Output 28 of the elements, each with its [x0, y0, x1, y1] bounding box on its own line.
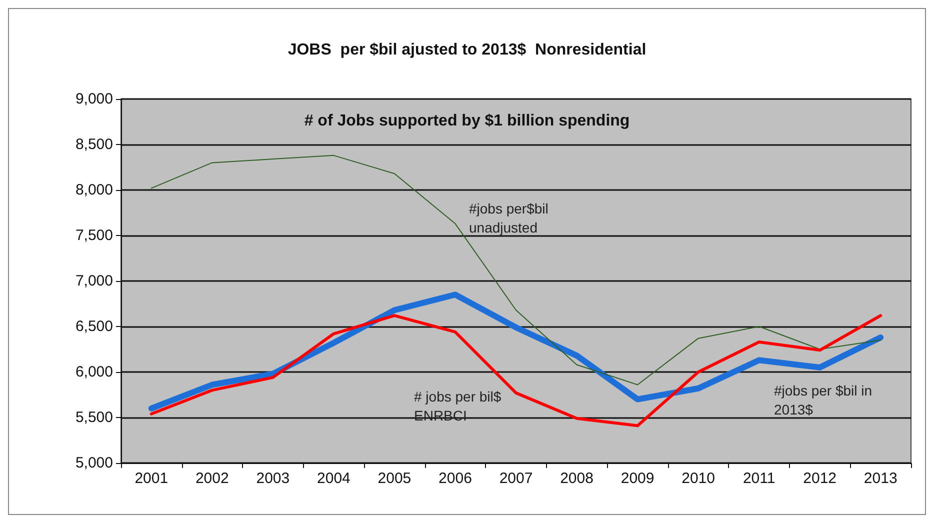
y-tick-label: 5,000 [75, 454, 113, 472]
x-tick-label: 2004 [317, 470, 350, 487]
series-label: #jobs per $bil in 2013$ [774, 382, 872, 418]
x-tick-label: 2001 [134, 470, 168, 487]
y-tick-label: 6,500 [75, 318, 113, 335]
x-tick-label: 2002 [195, 470, 229, 487]
y-tick-label: 8,500 [75, 136, 113, 153]
x-tick-label: 2010 [682, 470, 715, 487]
annotation: # of Jobs supported by $1 billion spending [304, 112, 630, 130]
x-tick-label: 2008 [560, 470, 594, 487]
x-tick-label: 2011 [742, 470, 776, 487]
y-tick-label: 7,500 [75, 227, 113, 244]
y-tick-label: 5,500 [75, 409, 113, 426]
y-tick-label: 9,000 [75, 90, 113, 108]
x-tick-label: 2012 [803, 470, 837, 487]
y-tick-label: 8,000 [75, 182, 113, 198]
line-series [150, 154, 882, 386]
y-tick-label: 7,000 [75, 272, 113, 290]
x-tick-label: 2009 [620, 470, 654, 487]
x-tick-label: 2006 [438, 470, 472, 487]
x-tick-label: 2007 [499, 470, 533, 487]
x-tick-label: 2005 [378, 470, 412, 487]
chart-title: JOBS per $bil ajusted to 2013$ Nonresidential [288, 42, 646, 58]
series-label: #jobs per$bil unadjusted [469, 200, 548, 236]
line-series [150, 314, 882, 428]
x-tick-label: 2013 [864, 470, 898, 487]
x-tick-label: 2003 [256, 470, 290, 487]
y-tick-label: 6,000 [75, 364, 113, 380]
